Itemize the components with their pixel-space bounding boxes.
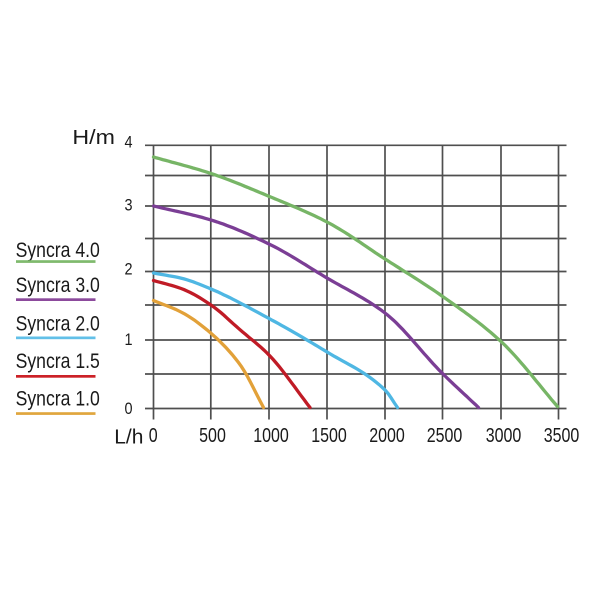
svg-text:Syncra 1.0: Syncra 1.0 [16, 387, 100, 411]
svg-text:Syncra 4.0: Syncra 4.0 [16, 238, 100, 262]
svg-text:2: 2 [124, 260, 132, 278]
svg-text:500: 500 [199, 424, 226, 446]
svg-text:Syncra 2.0: Syncra 2.0 [16, 312, 100, 336]
svg-text:0: 0 [149, 424, 158, 446]
svg-text:4: 4 [124, 133, 132, 151]
svg-text:1: 1 [124, 331, 132, 349]
svg-text:H/m: H/m [72, 126, 114, 149]
svg-text:Syncra 1.5: Syncra 1.5 [16, 349, 100, 373]
svg-text:1500: 1500 [311, 424, 347, 446]
svg-text:3500: 3500 [544, 424, 580, 446]
svg-text:2000: 2000 [369, 424, 405, 446]
svg-text:1000: 1000 [253, 424, 289, 446]
svg-text:Syncra 3.0: Syncra 3.0 [16, 273, 100, 297]
svg-text:L/h: L/h [114, 426, 143, 448]
svg-text:3: 3 [124, 196, 132, 214]
svg-text:3000: 3000 [486, 424, 522, 446]
svg-text:2500: 2500 [427, 424, 463, 446]
svg-text:0: 0 [124, 400, 132, 418]
